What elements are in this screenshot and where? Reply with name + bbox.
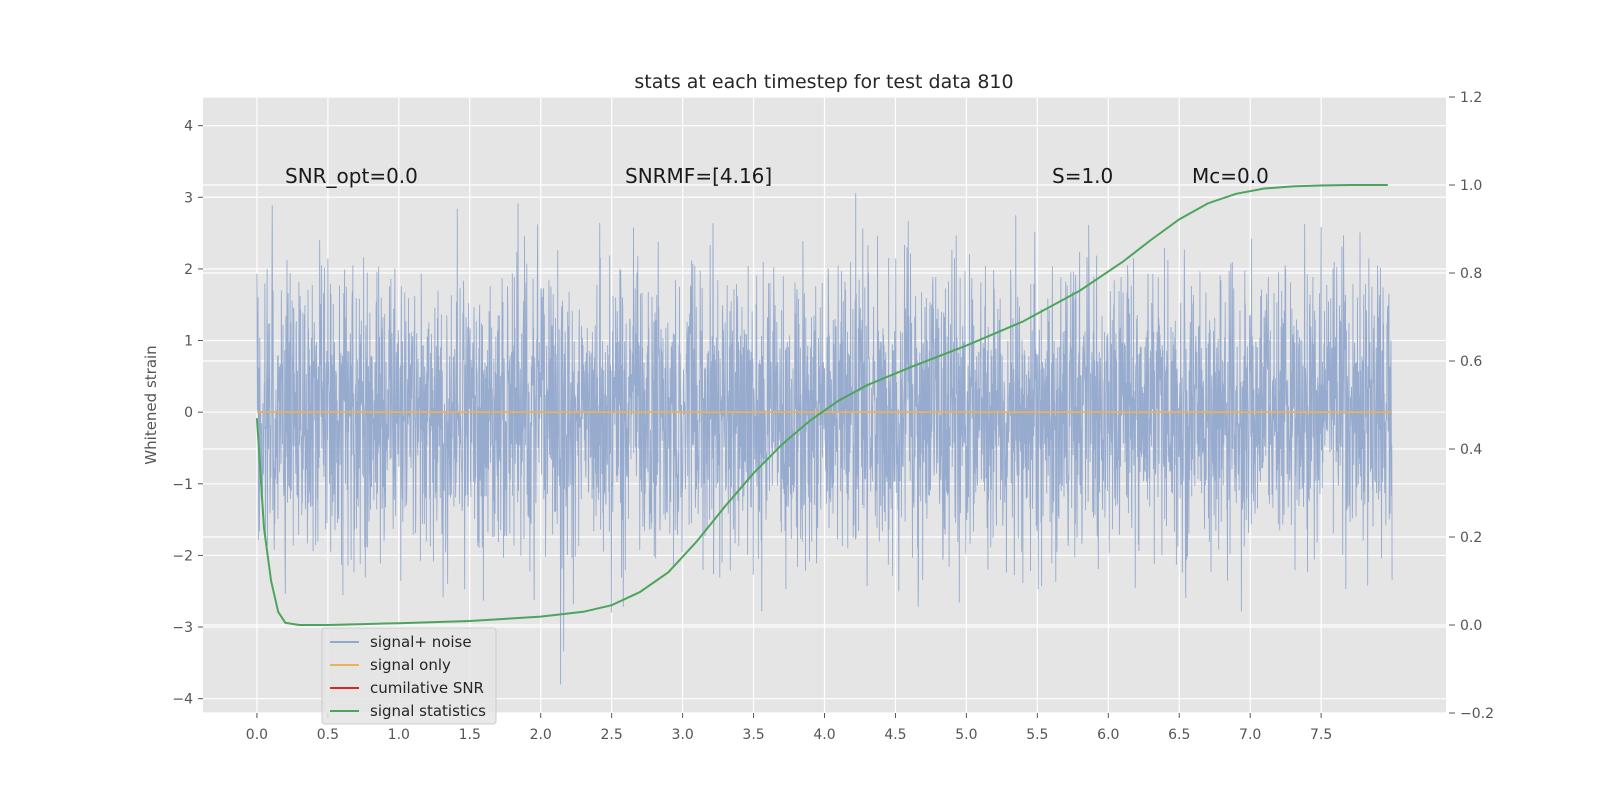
y2-tick-label-4: 0.4 [1460, 442, 1482, 458]
legend-box [321, 627, 497, 725]
x-tick-label-11: 5.5 [1026, 727, 1048, 743]
x-tick-label-10: 5.0 [955, 727, 977, 743]
y2-tick-label-0: 1.2 [1460, 90, 1482, 106]
y2-tick-label-6: 0.0 [1460, 618, 1482, 634]
y-tick-label-6: −2 [172, 548, 193, 564]
chart-title: stats at each timestep for test data 810 [634, 71, 1013, 93]
mc-annotation: Mc=0.0 [1192, 164, 1269, 188]
y2-tick-label-5: 0.2 [1460, 530, 1482, 546]
y-tick-label-4: 0 [184, 405, 193, 421]
snr-mf-annotation: SNRMF=[4.16] [625, 164, 772, 188]
x-tick-label-12: 6.0 [1097, 727, 1119, 743]
annotations: SNR_opt=0.0 SNRMF=[4.16] S=1.0 Mc=0.0 [285, 164, 1269, 188]
x-tick-label-6: 3.0 [671, 727, 693, 743]
legend: signal+ noise signal only cumilative SNR si… [321, 627, 497, 725]
legend-label-2: cumilative SNR [370, 679, 484, 697]
s-annotation: S=1.0 [1052, 164, 1113, 188]
x-tick-label-5: 2.5 [601, 727, 623, 743]
y-tick-label-5: −1 [172, 477, 193, 493]
legend-label-0: signal+ noise [370, 633, 472, 651]
y-tick-label-1: 3 [184, 190, 193, 206]
signal-noise-line [256, 193, 1393, 685]
series-line-3 [255, 184, 1388, 626]
x-tick-label-3: 1.5 [459, 727, 481, 743]
y-tick-label-2: 2 [184, 262, 193, 278]
y2-tick-label-7: −0.2 [1460, 706, 1494, 722]
x-tick-label-1: 0.5 [317, 727, 339, 743]
y-tick-label-8: −4 [172, 692, 193, 708]
x-tick-label-15: 7.5 [1310, 727, 1332, 743]
y2-tick-label-3: 0.6 [1460, 354, 1482, 370]
legend-label-1: signal only [370, 656, 451, 674]
noise-series [256, 193, 1393, 685]
y-axis-label: Whitened strain [142, 345, 160, 464]
axes: 0.0 0.5 1.0 1.5 2.0 2.5 3.0 3.5 4.0 4.5 5.0 5.5 6.0 6… [172, 90, 1494, 743]
y-tick-label-7: −3 [172, 620, 193, 636]
snr-opt-annotation: SNR_opt=0.0 [285, 164, 418, 188]
y-tick-label-3: 1 [184, 334, 193, 350]
x-tick-label-0: 0.0 [246, 727, 268, 743]
y2-tick-label-2: 0.8 [1460, 266, 1482, 282]
y-tick-label-0: 4 [184, 119, 193, 135]
x-tick-label-4: 2.0 [530, 727, 552, 743]
y2-tick-label-1: 1.0 [1460, 178, 1482, 194]
x-tick-label-14: 7.0 [1239, 727, 1261, 743]
x-tick-label-13: 6.5 [1168, 727, 1190, 743]
x-tick-label-2: 1.0 [388, 727, 410, 743]
legend-label-3: signal statistics [370, 702, 486, 720]
line-series [255, 184, 1393, 626]
x-tick-label-9: 4.5 [884, 727, 906, 743]
x-tick-label-8: 4.0 [813, 727, 835, 743]
x-tick-label-7: 3.5 [742, 727, 764, 743]
